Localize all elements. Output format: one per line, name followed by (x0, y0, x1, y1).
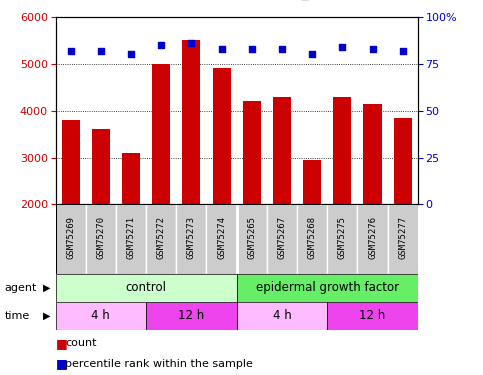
Text: count: count (65, 338, 97, 348)
Text: GSM75269: GSM75269 (66, 216, 75, 259)
Bar (303, 160, 321, 204)
Point (97, 48, 105, 54)
Point (278, 46, 286, 52)
Bar (176, 204, 207, 274)
Text: ■: ■ (56, 357, 67, 370)
Text: ▶: ▶ (43, 311, 50, 321)
Bar (146, 204, 176, 274)
Text: GSM75268: GSM75268 (308, 216, 317, 259)
Bar (297, 204, 327, 274)
Bar (86, 204, 116, 274)
Bar (333, 97, 352, 204)
Bar (207, 204, 237, 274)
Point (157, 42, 165, 48)
Text: ▶: ▶ (43, 283, 50, 293)
Text: GSM75265: GSM75265 (247, 216, 256, 259)
Bar (267, 204, 297, 274)
Bar (92, 129, 110, 204)
Bar (237, 274, 418, 302)
Bar (183, 40, 200, 204)
Bar (242, 101, 261, 204)
Bar (327, 204, 357, 274)
Bar (62, 120, 80, 204)
Bar (364, 104, 382, 204)
Text: time: time (5, 311, 30, 321)
Text: 12 h: 12 h (178, 309, 204, 322)
Text: agent: agent (5, 283, 37, 293)
Point (308, 51, 316, 57)
Text: GSM75271: GSM75271 (127, 216, 136, 259)
Bar (152, 64, 170, 204)
Bar (122, 153, 140, 204)
Text: 4 h: 4 h (272, 309, 291, 322)
Text: epidermal growth factor: epidermal growth factor (256, 281, 399, 294)
Bar (56, 274, 237, 302)
Bar (357, 204, 388, 274)
Text: GSM75267: GSM75267 (277, 216, 286, 259)
Text: 12 h: 12 h (359, 309, 385, 322)
Bar (56, 302, 146, 330)
Text: GSM75277: GSM75277 (398, 216, 407, 259)
Bar (388, 204, 418, 274)
Bar (56, 204, 86, 274)
Text: GSM75272: GSM75272 (156, 216, 166, 259)
Bar (327, 302, 418, 330)
Bar (213, 68, 231, 204)
Text: GSM75274: GSM75274 (217, 216, 226, 259)
Text: GSM75276: GSM75276 (368, 216, 377, 259)
Text: 4 h: 4 h (91, 309, 110, 322)
Text: GSM75273: GSM75273 (187, 216, 196, 259)
Point (369, 46, 376, 52)
Bar (116, 204, 146, 274)
Text: GSM75275: GSM75275 (338, 216, 347, 259)
Text: ■: ■ (56, 337, 67, 350)
Point (339, 44, 346, 50)
Bar (394, 118, 412, 204)
Point (248, 46, 256, 52)
Bar (237, 302, 327, 330)
Point (218, 46, 226, 52)
Bar (237, 204, 267, 274)
Point (67, 48, 74, 54)
Bar (273, 97, 291, 204)
Text: GSM75270: GSM75270 (96, 216, 105, 259)
Text: percentile rank within the sample: percentile rank within the sample (65, 359, 253, 369)
Point (187, 40, 195, 46)
Bar (146, 302, 237, 330)
Text: control: control (126, 281, 167, 294)
Point (127, 51, 135, 57)
Point (399, 48, 407, 54)
